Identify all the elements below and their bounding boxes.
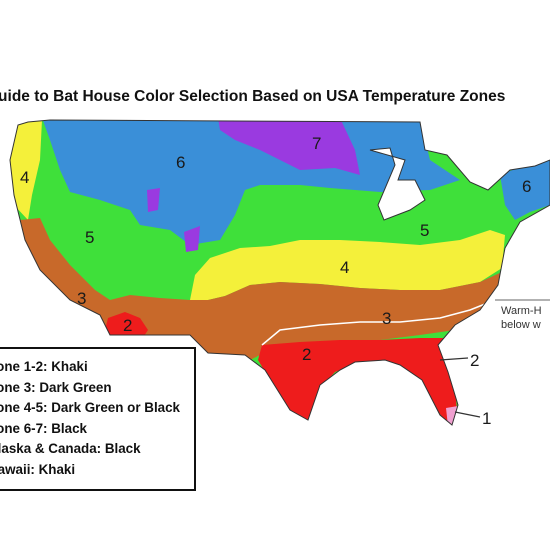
legend-item-hawaii: Hawaii: Khaki bbox=[0, 461, 76, 477]
zone-6-region bbox=[42, 120, 460, 245]
zone-2-callout-line bbox=[439, 357, 469, 361]
zone-label-2-south: 2 bbox=[302, 345, 311, 364]
legend-item-zone-4-5: Zone 4-5: Dark Green or Black bbox=[0, 400, 181, 416]
zone-label-3-south: 3 bbox=[382, 309, 391, 328]
warm-humid-boundary-line bbox=[261, 299, 496, 346]
usa-outline bbox=[9, 119, 550, 426]
warm-humid-callout-line-2: below w bbox=[501, 319, 541, 331]
zone-label-7: 7 bbox=[312, 134, 321, 153]
zone-1-region bbox=[446, 406, 458, 425]
zone-7-patch-b bbox=[184, 226, 200, 252]
zone-4-region-coast bbox=[10, 120, 42, 220]
zone-label-6-east: 6 bbox=[522, 177, 531, 196]
zone-label-5-east: 5 bbox=[420, 221, 429, 240]
legend-item-zone-1-2: Zone 1-2: Khaki bbox=[0, 359, 88, 374]
warm-humid-callout-line-1: Warm-H bbox=[501, 305, 542, 317]
legend-item-zone-3: Zone 3: Dark Green bbox=[0, 379, 112, 395]
zone-6-region-east bbox=[500, 155, 550, 220]
zone-label-4-coast: 4 bbox=[20, 168, 29, 187]
zone-1-callout-line bbox=[454, 411, 481, 418]
great-lakes bbox=[369, 147, 426, 221]
legend-item-alaska-canada: Alaska & Canada: Black bbox=[0, 441, 141, 457]
zone-label-6-west: 6 bbox=[176, 153, 185, 172]
zone-7-patch-a bbox=[147, 188, 160, 212]
zone-label-2-callout: 2 bbox=[470, 351, 479, 370]
zone-label-4-central: 4 bbox=[340, 258, 349, 277]
legend-item-zone-6-7: Zone 6-7: Black bbox=[0, 420, 87, 436]
zone-label-1-callout: 1 bbox=[482, 409, 491, 428]
zone-2-region-south bbox=[258, 338, 458, 425]
zone-label-5-west: 5 bbox=[85, 228, 94, 247]
legend-box: Zone 1-2: Khaki Zone 3: Dark Green Zone … bbox=[0, 347, 196, 491]
zone-label-3-west: 3 bbox=[77, 289, 86, 308]
zone-4-region bbox=[190, 230, 505, 300]
map-title: Guide to Bat House Color Selection Based… bbox=[0, 88, 506, 105]
zone-7-region bbox=[218, 120, 360, 175]
zone-label-2-west: 2 bbox=[123, 316, 132, 335]
